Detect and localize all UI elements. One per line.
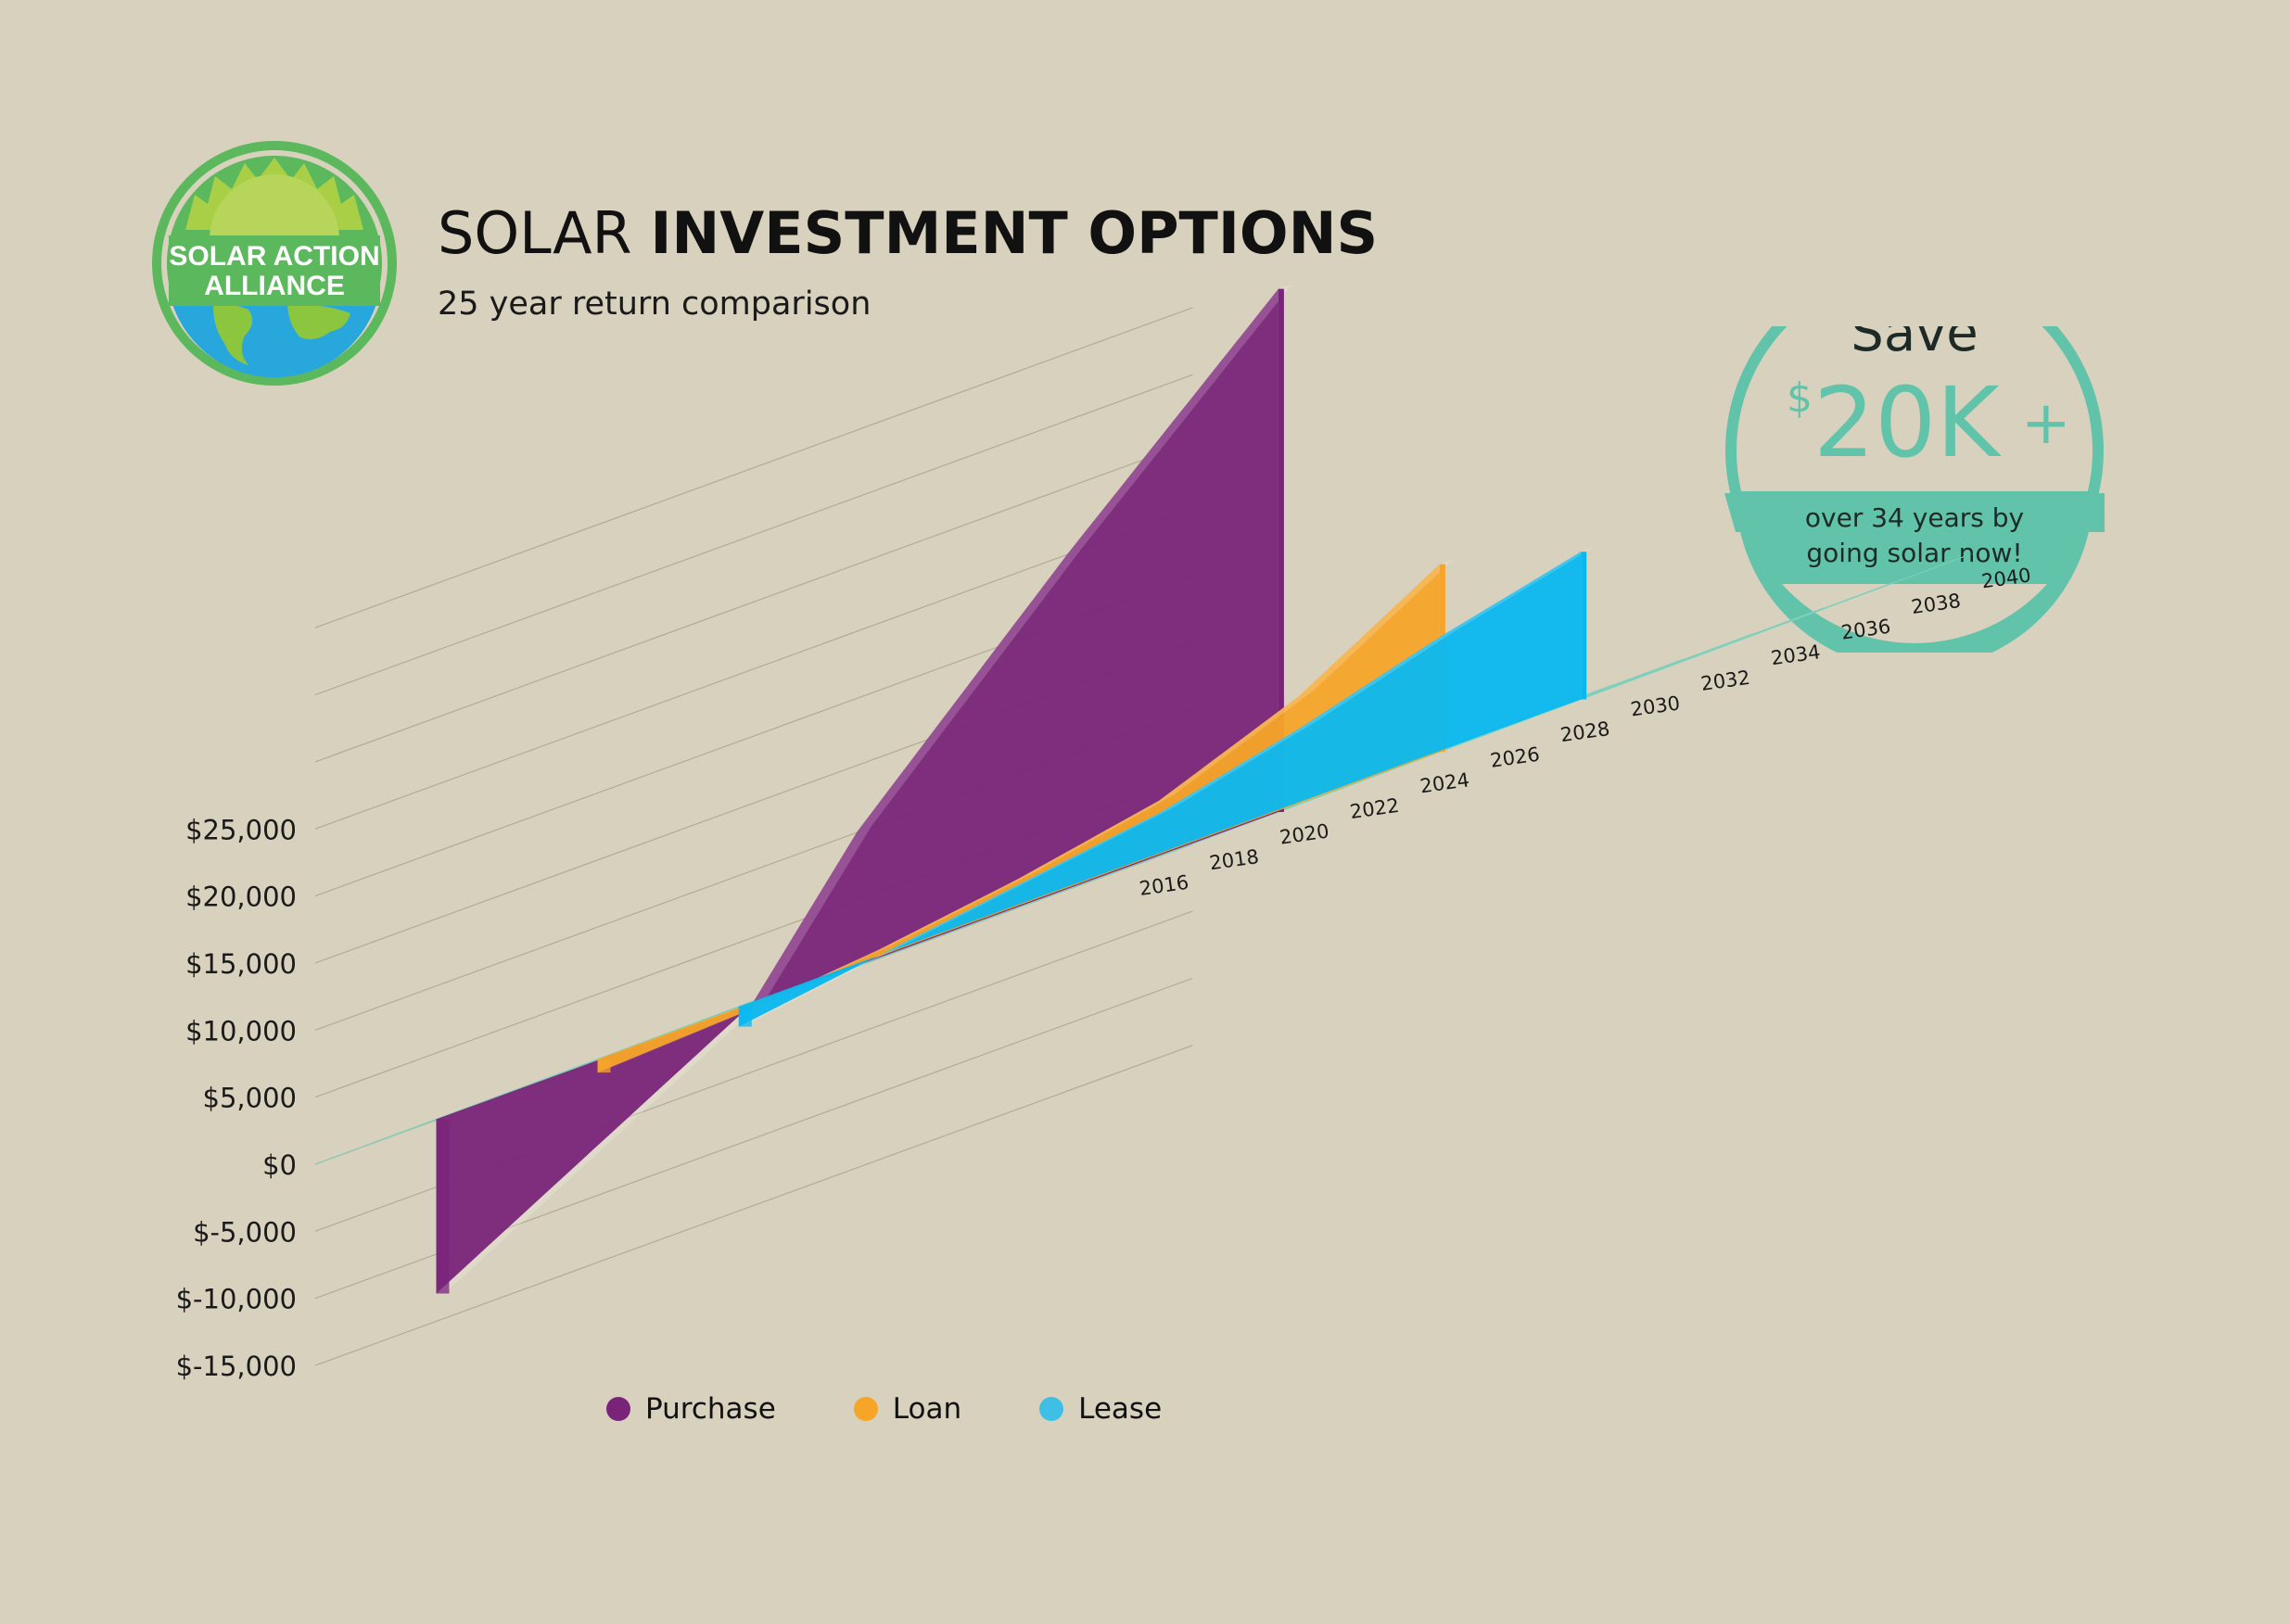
series-purchase	[436, 284, 1293, 1294]
legend-item-lease: Lease	[1039, 1392, 1162, 1426]
purchase-end-cap	[1278, 288, 1284, 813]
badge-plus: +	[2021, 389, 2071, 458]
x-tick-label: 2022	[1348, 794, 1400, 823]
earth-icon	[172, 304, 376, 378]
page-subtitle: 25 year return comparison	[438, 285, 871, 323]
loan-start-cap	[597, 1059, 611, 1073]
legend-item-loan: Loan	[853, 1392, 962, 1426]
y-tick-label: $-15,000	[176, 1351, 297, 1382]
purchase-area	[436, 288, 1279, 1294]
x-tick-label: 2034	[1770, 641, 1822, 669]
badge-amount: 20K	[1813, 366, 2002, 479]
y-tick-label: $-5,000	[193, 1216, 297, 1248]
solar-action-alliance-logo: SOLAR ACTION ALLIANCE	[152, 141, 397, 386]
badge-line-1: over 34 years by	[1805, 502, 2024, 533]
legend-label: Purchase	[645, 1392, 776, 1426]
purchase-dot-icon	[606, 1397, 630, 1421]
y-tick-label: $20,000	[185, 882, 297, 913]
logo-line-2: ALLIANCE	[204, 271, 345, 301]
legend: Purchase Loan Lease	[606, 1392, 1240, 1426]
title-light: SOLAR	[438, 199, 632, 267]
x-tick-label: 2020	[1279, 820, 1330, 849]
lease-end-cap	[1581, 552, 1587, 700]
y-tick-label: $15,000	[185, 948, 297, 980]
lease-area	[738, 552, 1582, 1027]
x-tick-label: 2032	[1699, 666, 1751, 695]
lease-start-cap	[738, 1006, 752, 1027]
loan-dot-icon	[853, 1397, 878, 1421]
lease-dot-icon	[1039, 1397, 1064, 1421]
badge-line-2: going solar now!	[1806, 538, 2022, 568]
series-lease	[738, 546, 1596, 1027]
x-tick-label: 2018	[1208, 845, 1260, 874]
x-tick-label: 2036	[1839, 615, 1891, 644]
badge-save-label: Save	[1851, 326, 1978, 363]
x-axis-labels: 2016 2018 2020 2022 2024 2026 2028 2030 2032 2034…	[1138, 564, 2032, 900]
savings-badge: Save $ 20K + over 34 years by going sola…	[1724, 326, 2105, 653]
y-tick-label: $5,000	[203, 1083, 297, 1114]
logo-line-1: SOLAR ACTION	[169, 241, 379, 272]
x-tick-label: 2028	[1559, 717, 1611, 746]
legend-label: Lease	[1078, 1392, 1163, 1426]
title-bold: INVESTMENT OPTIONS	[650, 199, 1379, 267]
badge-currency: $	[1787, 374, 1813, 422]
y-axis-labels: $-15,000 $-10,000 $-5,000 $0 $5,000 $10,000 $1…	[176, 814, 297, 1382]
header: SOLAR INVESTMENT OPTIONS 25 year return …	[438, 197, 1378, 323]
purchase-start-cap	[436, 1119, 450, 1294]
x-tick-label: 2038	[1910, 590, 1962, 618]
x-tick-label: 2030	[1629, 691, 1681, 720]
x-tick-label: 2024	[1419, 768, 1470, 797]
purchase-top-edge	[436, 284, 1293, 1294]
y-tick-label: $0	[262, 1149, 297, 1181]
x-tick-label: 2026	[1489, 743, 1541, 772]
y-tick-label: $25,000	[185, 814, 297, 845]
page-title: SOLAR INVESTMENT OPTIONS	[438, 197, 1378, 271]
legend-label: Loan	[892, 1392, 962, 1426]
legend-item-purchase: Purchase	[606, 1392, 776, 1426]
x-tick-label: 2016	[1138, 871, 1190, 900]
y-tick-label: $10,000	[185, 1015, 297, 1047]
x-tick-label: 2040	[1980, 564, 2032, 592]
y-tick-label: $-10,000	[176, 1284, 297, 1315]
series-layer	[436, 284, 1596, 1294]
